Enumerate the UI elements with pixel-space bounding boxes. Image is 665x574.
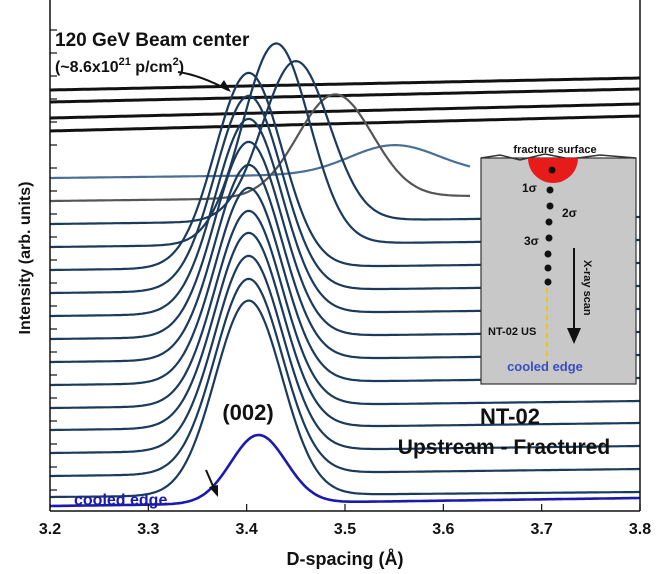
xrd-profile-curve-2 — [50, 299, 640, 499]
beam-center-arrow — [177, 71, 231, 92]
xrd-profile-curve-15 — [50, 93, 470, 203]
sample-description: Upstream - Fractured — [398, 436, 610, 459]
xrd-profile-curve-4 — [50, 254, 640, 455]
scan-direction-label: X-ray scan — [581, 260, 593, 316]
x-tick-label: 3.8 — [629, 521, 651, 538]
specimen-label: NT-02 US — [488, 326, 536, 338]
inset-cooled-edge-label: cooled edge — [507, 359, 583, 374]
sigma1-label: 1σ — [522, 181, 537, 195]
x-tick-label: 3.6 — [432, 521, 454, 538]
xrd-profile-curve-20 — [50, 76, 640, 92]
inset-sample-block — [480, 157, 637, 385]
x-tick-label: 3.7 — [531, 521, 553, 538]
x-tick-label: 3.3 — [137, 521, 159, 538]
sample-name: NT-02 — [480, 404, 540, 429]
x-tick-label: 3.5 — [334, 521, 356, 538]
y-axis-label: Intensity (arb. units) — [17, 182, 34, 335]
scan-arrow — [567, 248, 581, 344]
xrd-profile-curve-5 — [50, 231, 640, 432]
x-axis-label: D-spacing (Å) — [287, 549, 404, 569]
x-tick-label: 3.4 — [236, 521, 258, 538]
xrd-profile-curve-18 — [50, 102, 640, 120]
xrd-profile-curve-17 — [49, 114, 641, 133]
xrd-profile-curve-16 — [50, 144, 471, 180]
y-tick-group — [50, 29, 57, 491]
cooled-edge-arrow — [205, 469, 218, 497]
xrd-profile-curve-19 — [50, 87, 640, 104]
sigma2-label: 2σ — [562, 206, 577, 220]
scan-dots — [544, 166, 556, 286]
cooled-edge-label: cooled edge — [74, 492, 167, 509]
xrd-profile-curve-3 — [50, 277, 640, 478]
fracture-surface-label: fracture surface — [513, 144, 596, 156]
fluence-label: (~8.6x1021 p/cm2) — [55, 56, 184, 76]
fracture-edge — [480, 153, 637, 161]
xrd-profile-curve-6 — [50, 209, 640, 410]
inset-schematic: fracture surface 1σ 2σ 3σ X-ray scan NT-… — [480, 144, 637, 385]
x-tick-label: 3.2 — [39, 521, 61, 538]
beam-center-title: 120 GeV Beam center — [55, 30, 250, 51]
x-tick-group: 3.2 3.3 3.4 3.5 3.6 3.7 3.8 — [39, 504, 651, 538]
peak-label: (002) — [222, 400, 273, 425]
sigma3-label: 3σ — [524, 234, 539, 248]
